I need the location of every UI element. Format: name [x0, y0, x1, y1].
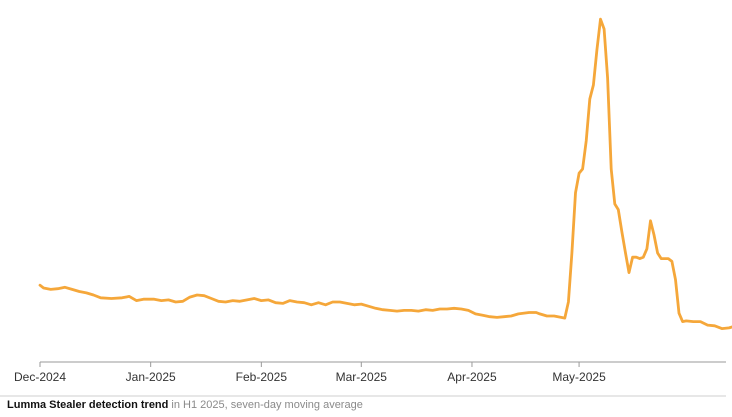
- chart-caption: Lumma Stealer detection trend in H1 2025…: [7, 399, 363, 411]
- chart-caption-subtitle: in H1 2025, seven-day moving average: [168, 399, 363, 411]
- x-tick-label: Dec-2024: [14, 370, 66, 384]
- x-tick-label: Mar-2025: [336, 370, 388, 384]
- x-tick-label: Feb-2025: [236, 370, 288, 384]
- x-tick-label: May-2025: [552, 370, 606, 384]
- x-axis-ticks: Dec-2024 Jan-2025 Feb-2025 Mar-2025 Apr-2025…: [14, 362, 606, 384]
- x-tick-label: Apr-2025: [447, 370, 497, 384]
- chart-caption-title: Lumma Stealer detection trend: [7, 399, 169, 411]
- series-line: [38, 17, 732, 330]
- x-tick-label: Jan-2025: [126, 370, 176, 384]
